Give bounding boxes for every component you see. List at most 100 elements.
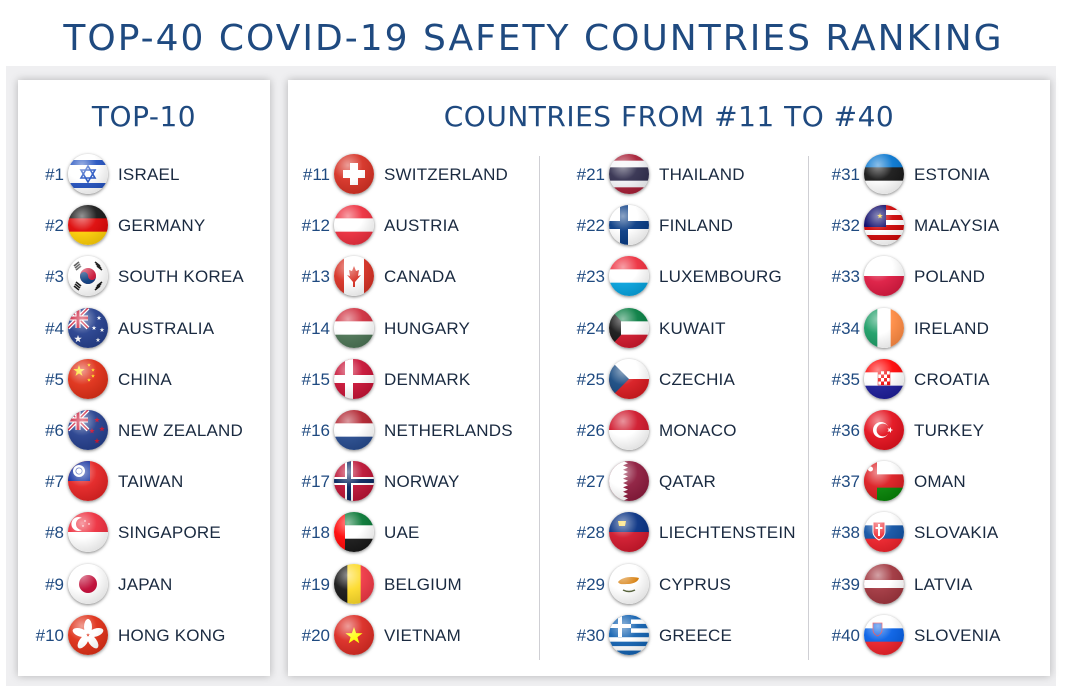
country-name: KUWAIT	[659, 318, 726, 338]
country-entry: #19 BELGIUM	[300, 563, 540, 607]
latvia-flag-icon	[864, 563, 904, 604]
japan-flag-icon	[68, 563, 108, 604]
canada-flag-icon	[334, 256, 374, 297]
country-name: TAIWAN	[118, 472, 184, 492]
page-title: TOP-40 COVID-19 SAFETY COUNTRIES RANKING	[63, 18, 1004, 59]
uae-flag-icon	[334, 512, 374, 553]
rank-label: #32	[831, 216, 860, 236]
country-name: TURKEY	[914, 421, 985, 440]
new-zealand-flag-icon	[68, 410, 108, 450]
country-entry: #38 SLOVAKIA	[830, 511, 1067, 555]
country-name: SINGAPORE	[118, 523, 221, 543]
rank-label: #28	[576, 523, 605, 543]
rank-label: #8	[45, 523, 64, 543]
country-entry: #15 DENMARK	[300, 358, 540, 402]
norway-flag-icon	[334, 461, 374, 502]
rank-label: #18	[301, 523, 330, 543]
country-entry: #35 CROATIA	[830, 358, 1067, 402]
country-entry: #28 LIECHTENSTEIN	[575, 511, 815, 555]
cyprus-flag-icon	[609, 563, 649, 604]
country-entry: #4 AUSTRALIA	[34, 307, 274, 351]
country-name: MALAYSIA	[914, 216, 1000, 236]
rank-label: #39	[831, 574, 860, 594]
qatar-flag-icon	[609, 461, 649, 502]
switzerland-flag-icon	[334, 154, 374, 194]
rank-label: #17	[301, 472, 330, 492]
rest-panel: COUNTRIES FROM #11 TO #40 #11 SWITZERLAND…	[288, 80, 1050, 676]
liechtenstein-flag-icon	[609, 512, 649, 553]
country-name: SOUTH KOREA	[118, 267, 244, 287]
rank-label: #34	[831, 318, 860, 338]
rank-label: #6	[45, 421, 64, 440]
country-name: QATAR	[659, 472, 717, 492]
country-entry: #5 CHINA	[34, 358, 274, 402]
country-entry: #14 HUNGARY	[300, 307, 540, 351]
rank-label: #1	[45, 165, 64, 184]
top10-heading: TOP-10	[91, 100, 197, 133]
country-name: NETHERLANDS	[384, 421, 513, 440]
country-name: CZECHIA	[659, 369, 736, 389]
country-entry: #39 LATVIA	[830, 563, 1067, 607]
country-name: AUSTRALIA	[118, 318, 215, 338]
country-entry: #1 ISRAEL	[34, 153, 274, 197]
rank-label: #15	[301, 369, 330, 389]
country-name: DENMARK	[384, 369, 471, 389]
monaco-flag-icon	[609, 410, 649, 450]
country-name: MONACO	[659, 421, 737, 440]
china-flag-icon	[68, 358, 108, 399]
country-name: SLOVENIA	[914, 625, 1001, 645]
israel-flag-icon	[68, 154, 108, 194]
country-entry: #2 GERMANY	[34, 204, 274, 248]
country-name: GREECE	[659, 625, 732, 645]
country-name: FINLAND	[659, 216, 734, 236]
country-name: GERMANY	[118, 216, 206, 236]
country-name: IRELAND	[914, 318, 990, 338]
country-entry: #33 POLAND	[830, 255, 1067, 299]
denmark-flag-icon	[334, 358, 374, 399]
rank-label: #2	[45, 216, 64, 236]
rank-label: #27	[576, 472, 605, 492]
country-entry: #34 IRELAND	[830, 307, 1067, 351]
country-entry: #29 CYPRUS	[575, 563, 815, 607]
south-korea-flag-icon	[68, 256, 108, 297]
country-entry: #26 MONACO	[575, 409, 815, 453]
australia-flag-icon	[68, 307, 108, 348]
austria-flag-icon	[334, 205, 374, 246]
country-entry: #6 NEW ZEALAND	[34, 409, 274, 453]
rank-label: #20	[301, 625, 330, 645]
rank-label: #16	[301, 421, 330, 440]
country-name: THAILAND	[659, 165, 745, 184]
country-entry: #8 SINGAPORE	[34, 511, 274, 555]
country-entry: #24 KUWAIT	[575, 307, 815, 351]
rank-label: #25	[576, 369, 605, 389]
column-divider	[539, 156, 540, 660]
country-name: CHINA	[118, 369, 172, 389]
country-entry: #7 TAIWAN	[34, 460, 274, 504]
rank-label: #30	[576, 625, 605, 645]
rank-label: #10	[35, 625, 64, 645]
country-name: NORWAY	[384, 472, 460, 492]
country-entry: #17 NORWAY	[300, 460, 540, 504]
rank-label: #13	[301, 267, 330, 287]
rank-label: #38	[831, 523, 860, 543]
rank-label: #3	[45, 267, 64, 287]
country-name: OMAN	[914, 472, 966, 492]
finland-flag-icon	[609, 205, 649, 246]
country-name: AUSTRIA	[384, 216, 460, 236]
country-entry: #36 TURKEY	[830, 409, 1067, 453]
country-entry: #27 QATAR	[575, 460, 815, 504]
rank-label: #37	[831, 472, 860, 492]
country-entry: #18 UAE	[300, 511, 540, 555]
country-entry: #10 HONG KONG	[34, 614, 274, 658]
rank-label: #23	[576, 267, 605, 287]
rank-label: #4	[45, 318, 64, 338]
country-name: ISRAEL	[118, 165, 180, 184]
rank-label: #5	[45, 369, 64, 389]
rank-label: #7	[45, 472, 64, 492]
country-entry: #11 SWITZERLAND	[300, 153, 540, 197]
country-entry: #16 NETHERLANDS	[300, 409, 540, 453]
estonia-flag-icon	[864, 154, 904, 194]
rank-label: #9	[45, 574, 64, 594]
slovenia-flag-icon	[864, 614, 904, 655]
rank-label: #26	[576, 421, 605, 440]
